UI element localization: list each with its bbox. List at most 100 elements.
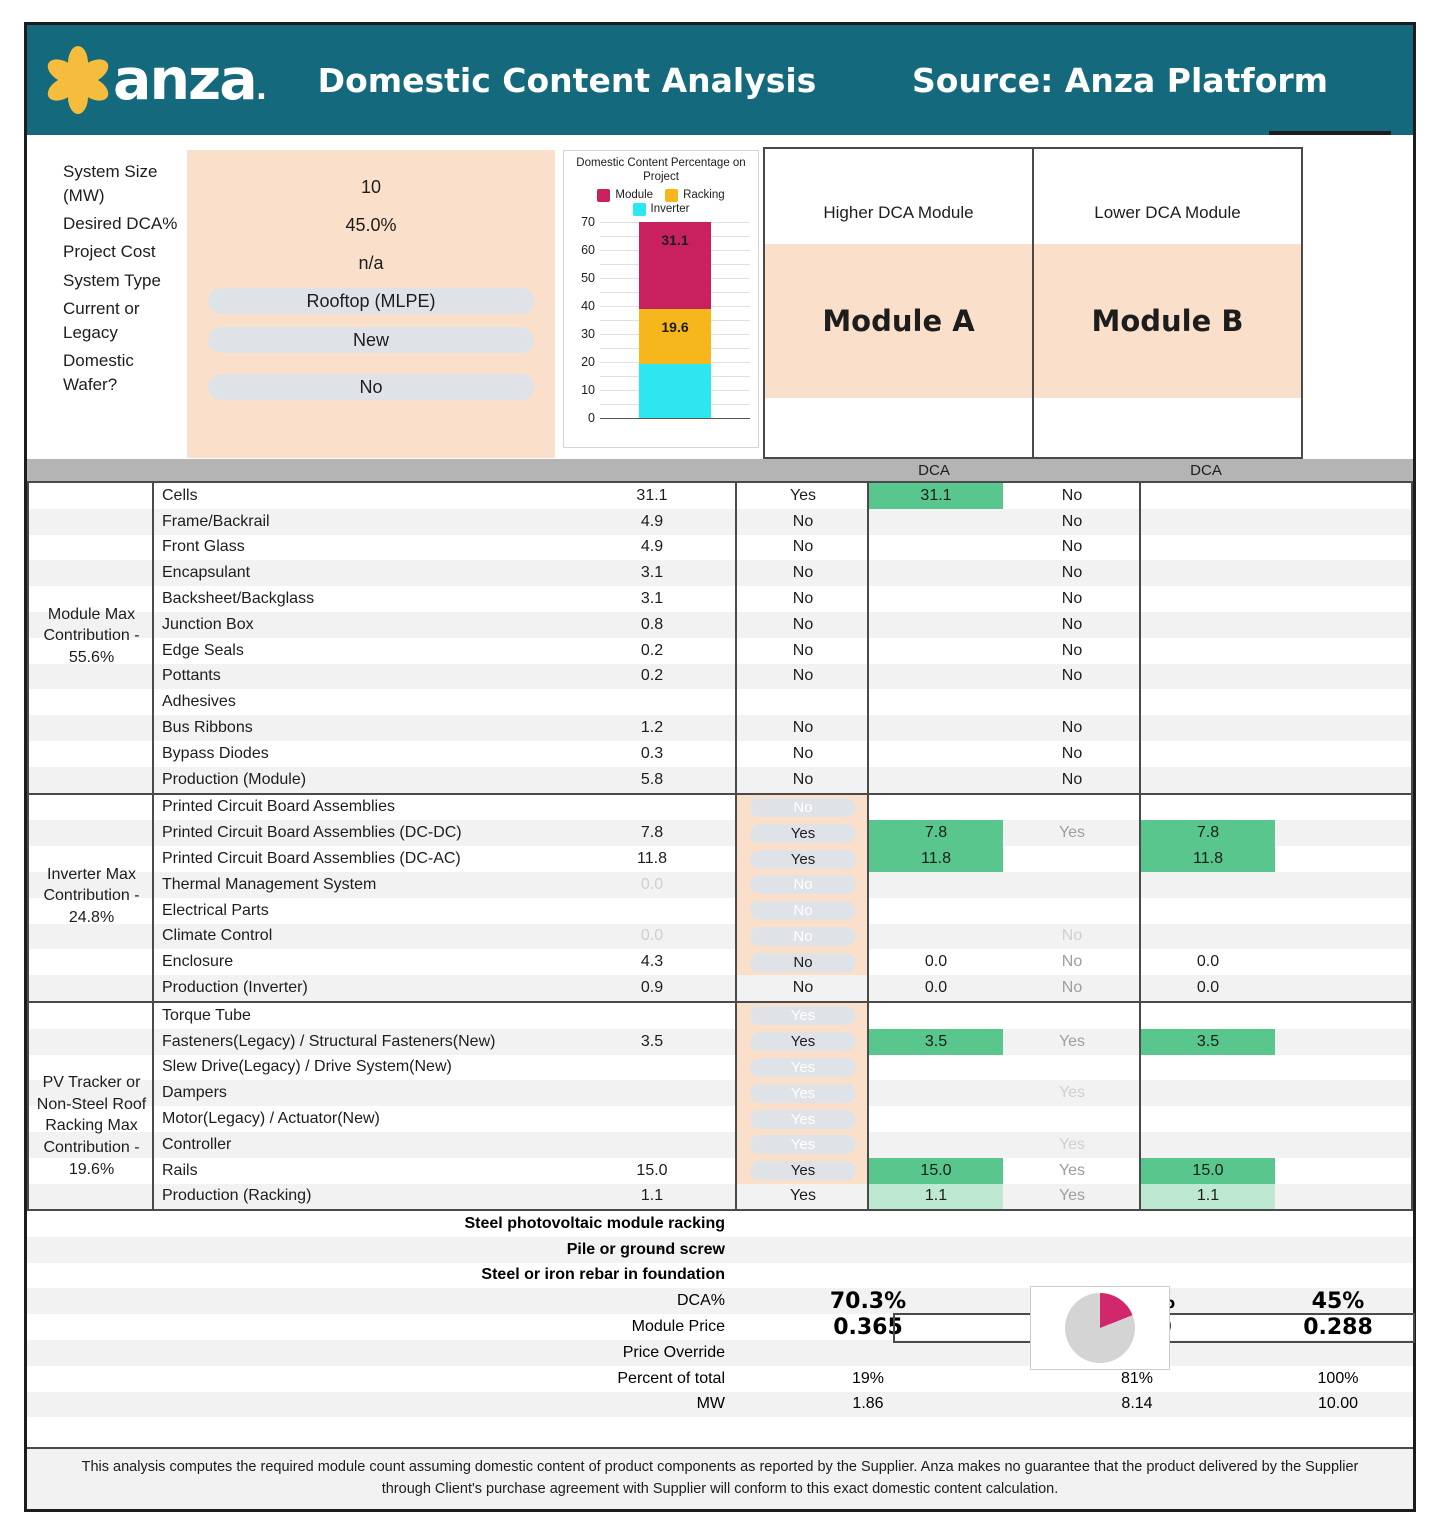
total-cell <box>1275 483 1405 509</box>
column-divider <box>152 794 154 1001</box>
module-a-dca-cell <box>869 612 1003 638</box>
section-group-label: PV Tracker or Non-Steel Roof Racking Max… <box>36 1074 147 1178</box>
table-header-band: DCA DCA <box>27 459 1413 481</box>
component-name-cell: Backsheet/Backglass <box>162 590 315 608</box>
component-name-cell: Production (Inverter) <box>162 979 308 997</box>
summary-value-module-a: 70.3% <box>829 1288 907 1314</box>
group-cell <box>29 1184 154 1210</box>
yesno-pill: Yes <box>750 1161 856 1181</box>
column-divider <box>867 794 869 1001</box>
group-cell <box>29 535 154 561</box>
yesno-pill: Yes <box>750 849 856 869</box>
module-a-dca-cell <box>869 1106 1003 1132</box>
disclaimer-text: This analysis computes the required modu… <box>81 1459 1359 1497</box>
module-a-dca-cell: 0.0 <box>924 953 948 971</box>
component-percent-cell: 5.8 <box>640 770 664 788</box>
ytick-10: 10 <box>581 382 595 397</box>
component-percent-cell: 3.5 <box>640 1032 664 1050</box>
component-percent-cell: 15.0 <box>636 1161 668 1179</box>
component-percent-cell: 11.8 <box>637 850 667 868</box>
component-name-cell: Encapsulant <box>162 564 251 582</box>
group-cell <box>29 509 154 535</box>
steel-row-label: Pile or ground screw <box>566 1240 725 1258</box>
module-b-dca-cell <box>1141 535 1275 561</box>
total-cell <box>1275 1132 1405 1158</box>
chart-legend-row1: Module Racking <box>568 188 754 202</box>
table-row: Cells 31.1 Yes 31.1 No <box>29 483 1411 509</box>
table-row: Thermal Management System 0.0 No <box>29 871 1411 898</box>
total-cell <box>1275 586 1405 612</box>
module-b-dca-cell <box>1141 586 1275 612</box>
ytick-0: 0 <box>588 410 595 425</box>
component-name-cell: Enclosure <box>162 953 234 971</box>
module-b-yesno-cell: No <box>1061 564 1083 582</box>
module-a-yesno-cell: No <box>737 949 869 976</box>
total-cell <box>1275 560 1405 586</box>
component-section: PV Tracker or Non-Steel Roof Racking Max… <box>27 1002 1413 1212</box>
module-a-dca-cell <box>869 586 1003 612</box>
value-domestic-wafer[interactable]: No <box>208 374 534 400</box>
module-b-yesno-cell <box>1003 846 1141 872</box>
steel-requirement-row: Pile or ground screw - <box>27 1236 1413 1263</box>
pie-shape-icon <box>1065 1293 1135 1363</box>
component-name-cell: Electrical Parts <box>162 901 269 919</box>
summary-row-label: Percent of total <box>617 1369 725 1387</box>
group-cell <box>29 1003 154 1029</box>
module-column-a: Higher DCA Module Module A <box>765 149 1032 457</box>
component-name-cell: Bus Ribbons <box>162 719 253 737</box>
bar-label-racking: 19.6 <box>661 318 689 335</box>
summary-row: MW 1.86 8.14 10.00 <box>27 1391 1413 1418</box>
module-a-yesno-cell: No <box>792 770 814 788</box>
module-a-dca-cell: 7.8 <box>869 820 1003 847</box>
bar-segment-inverter <box>639 363 711 418</box>
component-percent-cell <box>567 1106 737 1132</box>
module-a-yesno-cell: No <box>792 512 814 530</box>
component-name-cell: Printed Circuit Board Assemblies (DC-DC) <box>162 824 462 842</box>
module-a-yesno-cell: No <box>792 538 814 556</box>
summary-value-total: 0.288 <box>1303 1314 1373 1340</box>
module-b-dca-cell <box>1141 715 1275 741</box>
label-desired-dca: Desired DCA% <box>63 214 178 234</box>
module-a-dca-cell <box>869 767 1003 793</box>
module-a-yesno-cell: Yes <box>737 1002 869 1029</box>
anza-logo: anza. <box>27 25 277 135</box>
module-b-name: Module B <box>1091 304 1244 338</box>
bar-segment-module: 31.1 <box>639 221 711 309</box>
label-current-or-legacy: Current or Legacy <box>63 298 140 342</box>
bar-label-module: 31.1 <box>661 231 689 248</box>
legend-swatch-racking-icon <box>665 188 679 202</box>
chart-title: Domestic Content Percentage on Project <box>576 157 746 183</box>
yesno-pill: Yes <box>750 1006 856 1026</box>
component-section: Module Max Contribution - 55.6% Cells 31.1… <box>27 481 1413 795</box>
component-percent-cell: 0.9 <box>640 979 664 997</box>
module-a-dca-cell: 15.0 <box>869 1157 1003 1184</box>
value-current-or-legacy[interactable]: New <box>208 327 534 353</box>
module-a-yesno-cell: No <box>792 590 814 608</box>
total-cell <box>1275 1184 1405 1210</box>
report-frame: anza. Domestic Content Analysis Source: … <box>24 22 1416 1512</box>
ytick-30: 30 <box>581 326 595 341</box>
component-percent-cell: 4.9 <box>640 538 664 556</box>
value-system-type[interactable]: Rooftop (MLPE) <box>208 288 534 314</box>
component-name-cell: Frame/Backrail <box>162 512 270 530</box>
table-row: Dampers Yes Yes <box>29 1080 1411 1107</box>
module-b-yesno-cell: Yes <box>1058 1161 1086 1179</box>
share-pie-chart <box>1030 1286 1170 1370</box>
component-name-cell: Dampers <box>162 1084 227 1102</box>
module-b-yesno-cell: No <box>1061 979 1083 997</box>
label-system-type: System Type <box>63 270 161 290</box>
component-percent-cell <box>567 689 737 715</box>
module-b-yesno-cell <box>1003 872 1141 898</box>
chart-plot-area: 70 60 50 40 30 20 10 0 <box>570 215 754 425</box>
parameter-values: 10 45.0% n/a Rooftop (MLPE) New No <box>187 150 555 458</box>
module-a-dca-cell <box>869 1132 1003 1158</box>
table-row: Front Glass 4.9 No No <box>29 535 1411 561</box>
summary-value-module-b: 8.14 <box>1121 1395 1153 1413</box>
anza-wordmark-text: anza <box>113 47 258 113</box>
module-b-dca-cell <box>1141 509 1275 535</box>
legend-inverter: Inverter <box>632 202 690 216</box>
module-a-yesno-cell: Yes <box>789 1187 817 1205</box>
total-cell <box>1275 1158 1405 1184</box>
column-divider <box>735 483 737 793</box>
group-cell <box>29 560 154 586</box>
